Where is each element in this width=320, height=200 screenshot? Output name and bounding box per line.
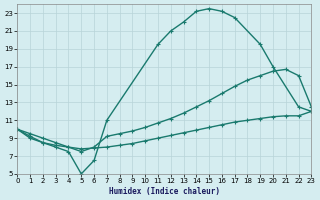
X-axis label: Humidex (Indice chaleur): Humidex (Indice chaleur) [109,187,220,196]
